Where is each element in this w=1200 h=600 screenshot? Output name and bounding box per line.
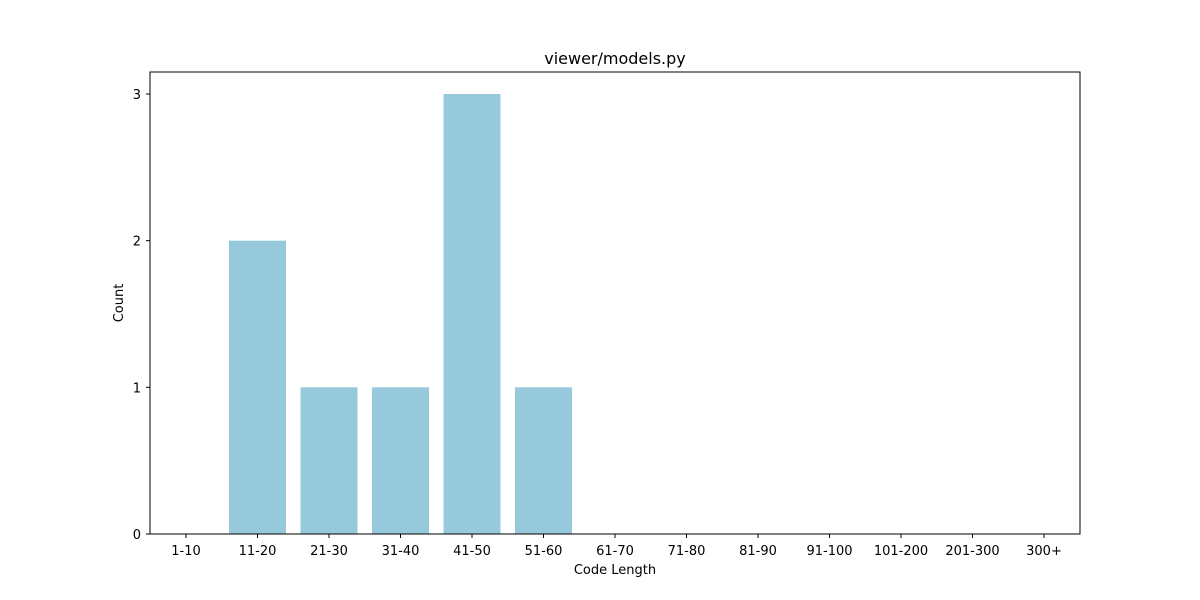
bar-41-50 <box>443 94 501 534</box>
x-tick-label: 1-10 <box>171 544 201 559</box>
x-tick-label: 31-40 <box>382 544 420 559</box>
plot-frame <box>149 71 1081 535</box>
y-tick-label: 0 <box>133 528 141 543</box>
x-tick-label: 101-200 <box>874 544 928 559</box>
bar-21-30 <box>300 387 358 534</box>
y-tick-label: 1 <box>133 381 141 396</box>
x-axis: 1-10 11-20 21-30 31-40 41-50 51-60 61-70 71-80 8… <box>171 534 1062 559</box>
x-tick-label: 81-90 <box>739 544 777 559</box>
y-tick-label: 3 <box>133 88 141 103</box>
x-tick-label: 71-80 <box>668 544 706 559</box>
x-tick-label: 51-60 <box>525 544 563 559</box>
bars-group <box>229 94 572 534</box>
x-tick-label: 91-100 <box>806 544 852 559</box>
x-tick-label: 21-30 <box>310 544 348 559</box>
y-axis-label: Count <box>112 284 127 323</box>
bar-31-40 <box>372 387 429 534</box>
y-axis: 0 1 2 3 <box>133 88 150 543</box>
y-tick-label: 2 <box>133 235 141 250</box>
x-tick-label: 41-50 <box>453 544 491 559</box>
x-axis-label: Code Length <box>574 563 656 578</box>
x-tick-label: 11-20 <box>239 544 277 559</box>
bar-11-20 <box>229 240 286 534</box>
chart-title: viewer/models.py <box>544 49 686 68</box>
x-tick-label: 300+ <box>1026 544 1062 559</box>
bar-51-60 <box>515 387 572 534</box>
x-tick-label: 61-70 <box>596 544 634 559</box>
x-tick-label: 201-300 <box>945 544 999 559</box>
